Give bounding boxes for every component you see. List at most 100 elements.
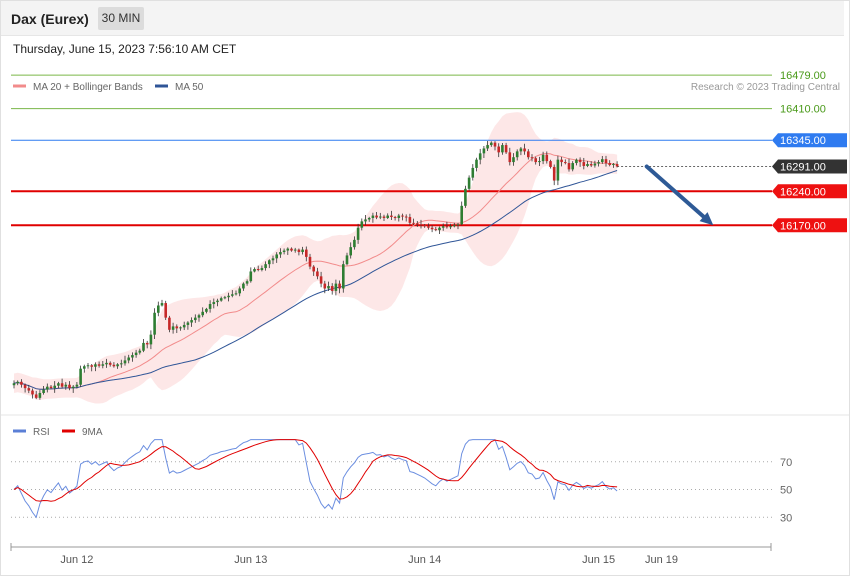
candle — [131, 352, 134, 362]
last-price-tag-shape — [772, 159, 847, 174]
candle — [615, 161, 619, 168]
candle-body — [205, 308, 208, 312]
candle — [575, 158, 578, 166]
candle — [105, 358, 108, 368]
candle — [364, 215, 367, 226]
candle-body — [260, 268, 264, 270]
candle — [182, 321, 186, 331]
resistance-2-tag: 16479.00 — [780, 70, 826, 82]
candle-body — [86, 365, 90, 367]
candle-body — [256, 269, 260, 271]
candle-body — [323, 283, 327, 289]
candle — [515, 149, 519, 161]
candle-body — [353, 239, 356, 248]
candle — [523, 143, 526, 155]
candle — [208, 300, 212, 313]
candle-body — [515, 151, 519, 158]
candle-body — [486, 145, 489, 149]
candle-body — [497, 146, 500, 153]
candle-body — [64, 384, 68, 387]
candle — [49, 385, 53, 390]
candle — [556, 155, 560, 186]
candle-body — [53, 385, 56, 389]
candle — [253, 267, 256, 273]
candle — [286, 247, 290, 255]
candle — [482, 146, 486, 158]
candle — [20, 379, 23, 388]
candle-body — [208, 304, 212, 309]
candle — [123, 355, 127, 366]
candle-body — [171, 326, 175, 330]
support-2-label: 16170.00 — [780, 220, 826, 232]
candle — [375, 212, 378, 220]
candle — [519, 146, 523, 156]
candle-body — [94, 364, 97, 367]
candle — [323, 280, 327, 294]
timeframe-button[interactable]: 30 MIN — [98, 7, 144, 30]
candle-body — [120, 363, 123, 365]
candle — [231, 290, 234, 298]
candle-body — [438, 227, 441, 231]
candle — [330, 283, 334, 295]
candle-body — [582, 162, 586, 166]
candle-body — [593, 163, 597, 166]
candle — [416, 221, 419, 227]
rsi-tick-label: 50 — [780, 485, 792, 497]
candle-body — [275, 254, 278, 259]
candle-body — [597, 162, 600, 164]
candle — [467, 175, 471, 191]
forecast-arrow-shaft — [644, 164, 706, 219]
candle — [419, 219, 423, 229]
candle-body — [575, 159, 578, 164]
candle-body — [131, 355, 134, 358]
candle — [356, 223, 360, 244]
candle-body — [101, 364, 105, 366]
candle — [360, 218, 364, 231]
candle — [401, 213, 404, 221]
candle-body — [527, 151, 530, 158]
candle — [386, 213, 389, 220]
candle-body — [190, 320, 193, 323]
candle — [293, 247, 297, 253]
candle — [219, 296, 223, 302]
candle — [12, 380, 16, 389]
forecast-arrow-head — [699, 212, 714, 226]
candle — [453, 222, 456, 228]
candle-body — [175, 326, 179, 329]
candle — [316, 267, 319, 280]
candle-body — [282, 250, 286, 253]
candle — [586, 160, 589, 168]
rsi-legend-label: 9MA — [82, 427, 103, 438]
candle-body — [608, 163, 611, 165]
candle-body — [364, 219, 367, 222]
candle-body — [268, 260, 271, 265]
pivot-tag-shape — [772, 133, 847, 148]
candle-body — [604, 159, 608, 164]
candle-body — [79, 368, 82, 385]
candle — [342, 260, 345, 293]
candle-body — [319, 276, 323, 284]
candle — [301, 246, 304, 255]
candle — [120, 359, 123, 368]
candle-body — [27, 388, 31, 391]
candle — [534, 156, 537, 165]
chart-datetime: Thursday, June 15, 2023 7:56:10 AM CET — [13, 42, 237, 56]
candle — [560, 156, 563, 167]
candle-body — [149, 334, 153, 345]
candle — [68, 381, 71, 391]
candle-body — [253, 269, 256, 272]
candle-body — [564, 162, 567, 164]
candle — [157, 301, 160, 317]
candle — [194, 314, 197, 323]
candle-body — [401, 215, 404, 217]
candle — [97, 361, 101, 368]
pivot-label: 16345.00 — [780, 135, 826, 147]
candle-body — [153, 312, 156, 335]
rsi-legend-swatch — [62, 429, 75, 433]
candle — [290, 247, 293, 252]
candle — [71, 385, 75, 393]
x-tick-label: Jun 15 — [582, 554, 615, 566]
candle — [190, 317, 193, 327]
candle-body — [493, 142, 497, 147]
